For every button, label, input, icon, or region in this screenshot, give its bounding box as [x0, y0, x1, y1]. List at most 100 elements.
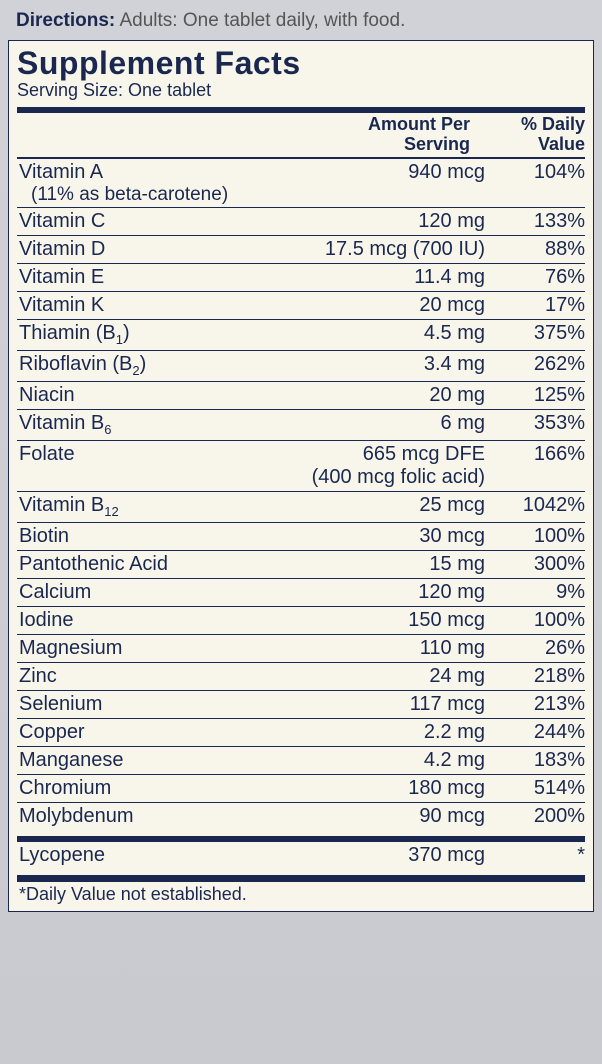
nutrient-name: Pantothenic Acid	[19, 553, 295, 576]
table-row: Vitamin D17.5 mcg (700 IU)88%	[17, 235, 585, 263]
nutrient-name: Selenium	[19, 693, 295, 716]
table-row: Vitamin B1225 mcg1042%	[17, 491, 585, 522]
nutrient-amount: 4.2 mg	[295, 749, 485, 772]
table-row: Pantothenic Acid15 mg300%	[17, 550, 585, 578]
nutrient-dv: 100%	[485, 609, 585, 632]
nutrient-amount: 25 mcg	[295, 494, 485, 517]
nutrient-amount: 30 mcg	[295, 525, 485, 548]
nutrient-name: Zinc	[19, 665, 295, 688]
nutrient-name: Niacin	[19, 384, 295, 407]
nutrient-amount: 117 mcg	[295, 693, 485, 716]
nutrient-amount: 90 mcg	[295, 805, 485, 828]
nutrient-dv: 17%	[485, 294, 585, 317]
table-row: Lycopene370 mcg*	[17, 842, 585, 869]
nutrient-name: Vitamin B6	[19, 412, 295, 438]
nutrient-name: Vitamin K	[19, 294, 295, 317]
nutrient-dv: *	[485, 844, 585, 867]
directions-line: Directions: Adults: One tablet daily, wi…	[8, 10, 594, 32]
nutrient-dv: 88%	[485, 238, 585, 261]
nutrient-dv: 166%	[485, 443, 585, 466]
nutrient-amount: 11.4 mg	[295, 266, 485, 289]
nutrient-dv: 514%	[485, 777, 585, 800]
table-row: Vitamin E11.4 mg76%	[17, 263, 585, 291]
nutrient-name: Thiamin (B1)	[19, 322, 295, 348]
nutrient-amount: 6 mg	[295, 412, 485, 435]
nutrient-amount: 17.5 mcg (700 IU)	[295, 238, 485, 261]
table-row: Iodine150 mcg100%	[17, 606, 585, 634]
directions-label: Directions:	[16, 10, 115, 31]
nutrient-name: Copper	[19, 721, 295, 744]
nutrient-amount: 4.5 mg	[295, 322, 485, 345]
nutrient-amount: 370 mcg	[295, 844, 485, 867]
nutrient-amount: 24 mg	[295, 665, 485, 688]
nutrient-amount: 180 mcg	[295, 777, 485, 800]
table-row: Riboflavin (B2)3.4 mg262%	[17, 350, 585, 381]
supplement-facts-panel: Supplement Facts Serving Size: One table…	[8, 40, 594, 912]
nutrient-dv: 133%	[485, 210, 585, 233]
nutrient-dv: 26%	[485, 637, 585, 660]
table-row: Zinc24 mg218%	[17, 662, 585, 690]
table-row: Manganese4.2 mg183%	[17, 746, 585, 774]
table-row: Calcium120 mg9%	[17, 578, 585, 606]
header-dv-2: Value	[538, 134, 585, 154]
nutrient-name: Calcium	[19, 581, 295, 604]
nutrient-amount: 665 mcg DFE(400 mcg folic acid)	[295, 443, 485, 489]
nutrient-amount: 120 mg	[295, 210, 485, 233]
table-row: Copper2.2 mg244%	[17, 718, 585, 746]
table-row: Selenium117 mcg213%	[17, 690, 585, 718]
nutrient-name: Riboflavin (B2)	[19, 353, 295, 379]
nutrient-dv: 262%	[485, 353, 585, 376]
serving-size: Serving Size: One tablet	[17, 80, 585, 101]
nutrient-dv: 375%	[485, 322, 585, 345]
directions-text: Adults: One tablet daily, with food.	[119, 10, 405, 31]
nutrient-name: Folate	[19, 443, 295, 466]
table-row: Niacin20 mg125%	[17, 381, 585, 409]
table-row: Thiamin (B1)4.5 mg375%	[17, 319, 585, 350]
nutrient-name: Vitamin B12	[19, 494, 295, 520]
column-headers: Amount Per Serving % Daily Value	[17, 113, 585, 157]
nutrient-amount: 2.2 mg	[295, 721, 485, 744]
nutrient-rows-2: Lycopene370 mcg*	[17, 842, 585, 869]
nutrient-name: Vitamin D	[19, 238, 295, 261]
header-dv-1: % Daily	[521, 114, 585, 134]
nutrient-amount: 110 mg	[295, 637, 485, 660]
nutrient-name: Vitamin E	[19, 266, 295, 289]
nutrient-dv: 200%	[485, 805, 585, 828]
nutrient-amount: 20 mcg	[295, 294, 485, 317]
nutrient-name: Vitamin A(11% as beta-carotene)	[19, 161, 295, 206]
header-amount-2: Serving	[404, 134, 470, 154]
nutrient-name: Lycopene	[19, 844, 295, 867]
nutrient-dv: 125%	[485, 384, 585, 407]
nutrient-dv: 76%	[485, 266, 585, 289]
nutrient-dv: 9%	[485, 581, 585, 604]
nutrient-rows: Vitamin A(11% as beta-carotene)940 mcg 10…	[17, 159, 585, 831]
nutrient-amount: 15 mg	[295, 553, 485, 576]
table-row: Vitamin C120 mg133%	[17, 207, 585, 235]
table-row: Biotin30 mcg100%	[17, 522, 585, 550]
table-row: Vitamin A(11% as beta-carotene)940 mcg10…	[17, 159, 585, 208]
nutrient-name: Magnesium	[19, 637, 295, 660]
panel-title: Supplement Facts	[17, 45, 585, 82]
nutrient-name: Molybdenum	[19, 805, 295, 828]
nutrient-amount: 20 mg	[295, 384, 485, 407]
nutrient-amount: 940 mcg	[295, 161, 485, 184]
nutrient-dv: 213%	[485, 693, 585, 716]
table-row: Vitamin B66 mg353%	[17, 409, 585, 440]
table-row: Molybdenum90 mcg200%	[17, 802, 585, 830]
nutrient-amount: 150 mcg	[295, 609, 485, 632]
nutrient-dv: 100%	[485, 525, 585, 548]
nutrient-dv: 244%	[485, 721, 585, 744]
table-row: Vitamin K20 mcg17%	[17, 291, 585, 319]
table-row: Chromium180 mcg514%	[17, 774, 585, 802]
nutrient-name: Vitamin C	[19, 210, 295, 233]
nutrient-amount: 120 mg	[295, 581, 485, 604]
nutrient-name: Manganese	[19, 749, 295, 772]
nutrient-dv: 1042%	[485, 494, 585, 517]
nutrient-name: Biotin	[19, 525, 295, 548]
nutrient-name: Chromium	[19, 777, 295, 800]
nutrient-amount: 3.4 mg	[295, 353, 485, 376]
header-amount-1: Amount Per	[368, 114, 470, 134]
nutrient-dv: 183%	[485, 749, 585, 772]
nutrient-dv: 353%	[485, 412, 585, 435]
nutrient-dv: 218%	[485, 665, 585, 688]
